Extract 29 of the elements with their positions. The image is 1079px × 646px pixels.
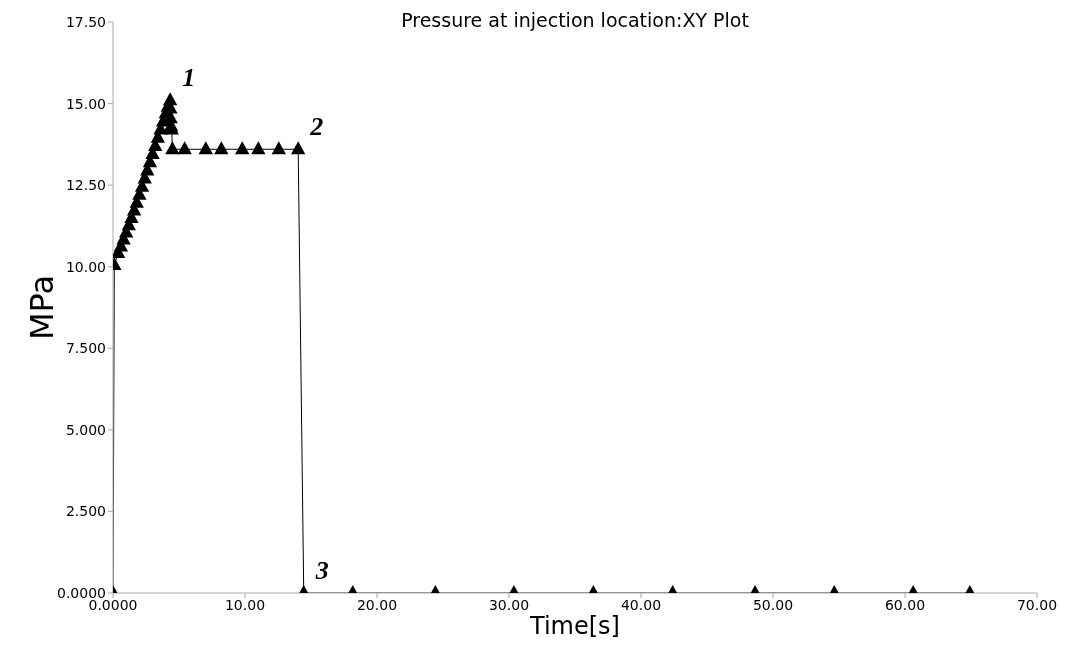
y-tick-label: 7.500 [65, 340, 106, 357]
chart-title: Pressure at injection location:XY Plot [400, 8, 750, 32]
point [271, 141, 286, 155]
point [165, 141, 180, 155]
x-tick-label: 30.00 [488, 596, 530, 613]
y-tick-label: 2.500 [65, 503, 106, 520]
point [214, 141, 229, 155]
y-tick-label: 0.0000 [57, 584, 106, 601]
annotation: 2 [309, 112, 324, 142]
point [198, 141, 213, 155]
x-axis-title: Time[s] [529, 612, 620, 640]
x-tick-label: 70.00 [1016, 596, 1058, 613]
point [177, 141, 192, 155]
y-axis-title: MPa [23, 274, 61, 341]
x-tick-label: 10.00 [224, 596, 266, 613]
point [251, 141, 266, 155]
x-tick-label: 50.00 [752, 596, 794, 613]
point [235, 141, 250, 155]
point [291, 141, 306, 155]
y-tick-label: 5.000 [65, 421, 106, 438]
annotation: 1 [182, 63, 196, 93]
annotation: 3 [314, 556, 329, 585]
x-tick-label: 40.00 [620, 596, 662, 613]
y-tick-label: 10.00 [65, 258, 106, 275]
y-tick-label: 15.00 [65, 95, 106, 112]
x-tick-label: 20.00 [356, 596, 398, 613]
y-tick-label: 17.50 [65, 13, 106, 30]
y-tick-label: 12.50 [65, 177, 106, 194]
x-tick-label: 60.00 [884, 596, 926, 613]
